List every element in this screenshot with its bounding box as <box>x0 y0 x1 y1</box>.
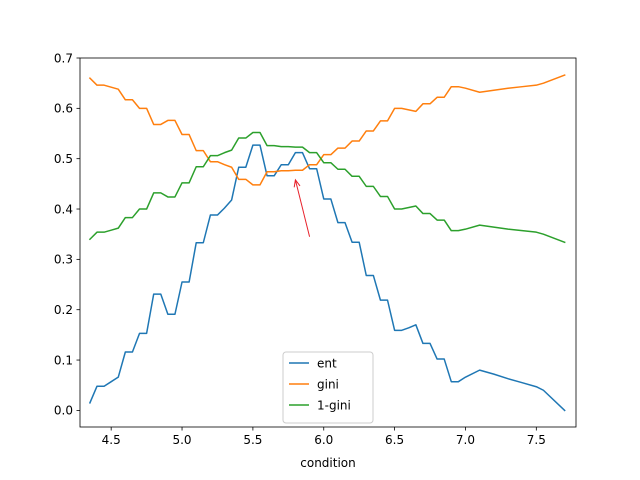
axes-layer: 4.5 5.0 5.5 6.0 6.5 7.0 7.5 0.0 0.1 0.2 0.3 0.4 0.5 0… <box>54 51 577 447</box>
y-tick-label: 0.0 <box>54 404 73 418</box>
plot-frame <box>79 57 577 428</box>
y-tick-label: 0.6 <box>54 102 73 116</box>
y-tick-label: 0.1 <box>54 353 73 367</box>
y-tick-label: 0.5 <box>54 152 73 166</box>
x-tick-label: 4.5 <box>102 433 121 447</box>
y-tick-label: 0.2 <box>54 303 73 317</box>
annotation-arrow-shaft <box>294 179 311 237</box>
x-tick-label: 6.5 <box>385 433 404 447</box>
series-line-1-gini <box>88 131 566 244</box>
annotation-layer <box>293 178 311 237</box>
y-tick-label: 0.4 <box>54 202 73 216</box>
legend: ent gini 1-gini <box>282 351 374 424</box>
series-line-ent <box>88 144 566 412</box>
legend-label: ent <box>317 356 337 370</box>
x-tick-label: 5.5 <box>243 433 262 447</box>
x-tick-label: 7.5 <box>527 433 546 447</box>
x-axis-label: condition <box>300 456 355 470</box>
annotation-arrow-head <box>293 178 301 188</box>
series-layer <box>88 74 566 412</box>
y-tick-label: 0.7 <box>54 51 73 65</box>
y-tick-label: 0.3 <box>54 253 73 267</box>
legend-label: gini <box>317 377 339 391</box>
series-line-gini <box>88 74 566 186</box>
legend-label: 1-gini <box>317 398 351 412</box>
x-tick-label: 6.0 <box>314 433 333 447</box>
x-tick-label: 7.0 <box>456 433 475 447</box>
x-tick-label: 5.0 <box>172 433 191 447</box>
